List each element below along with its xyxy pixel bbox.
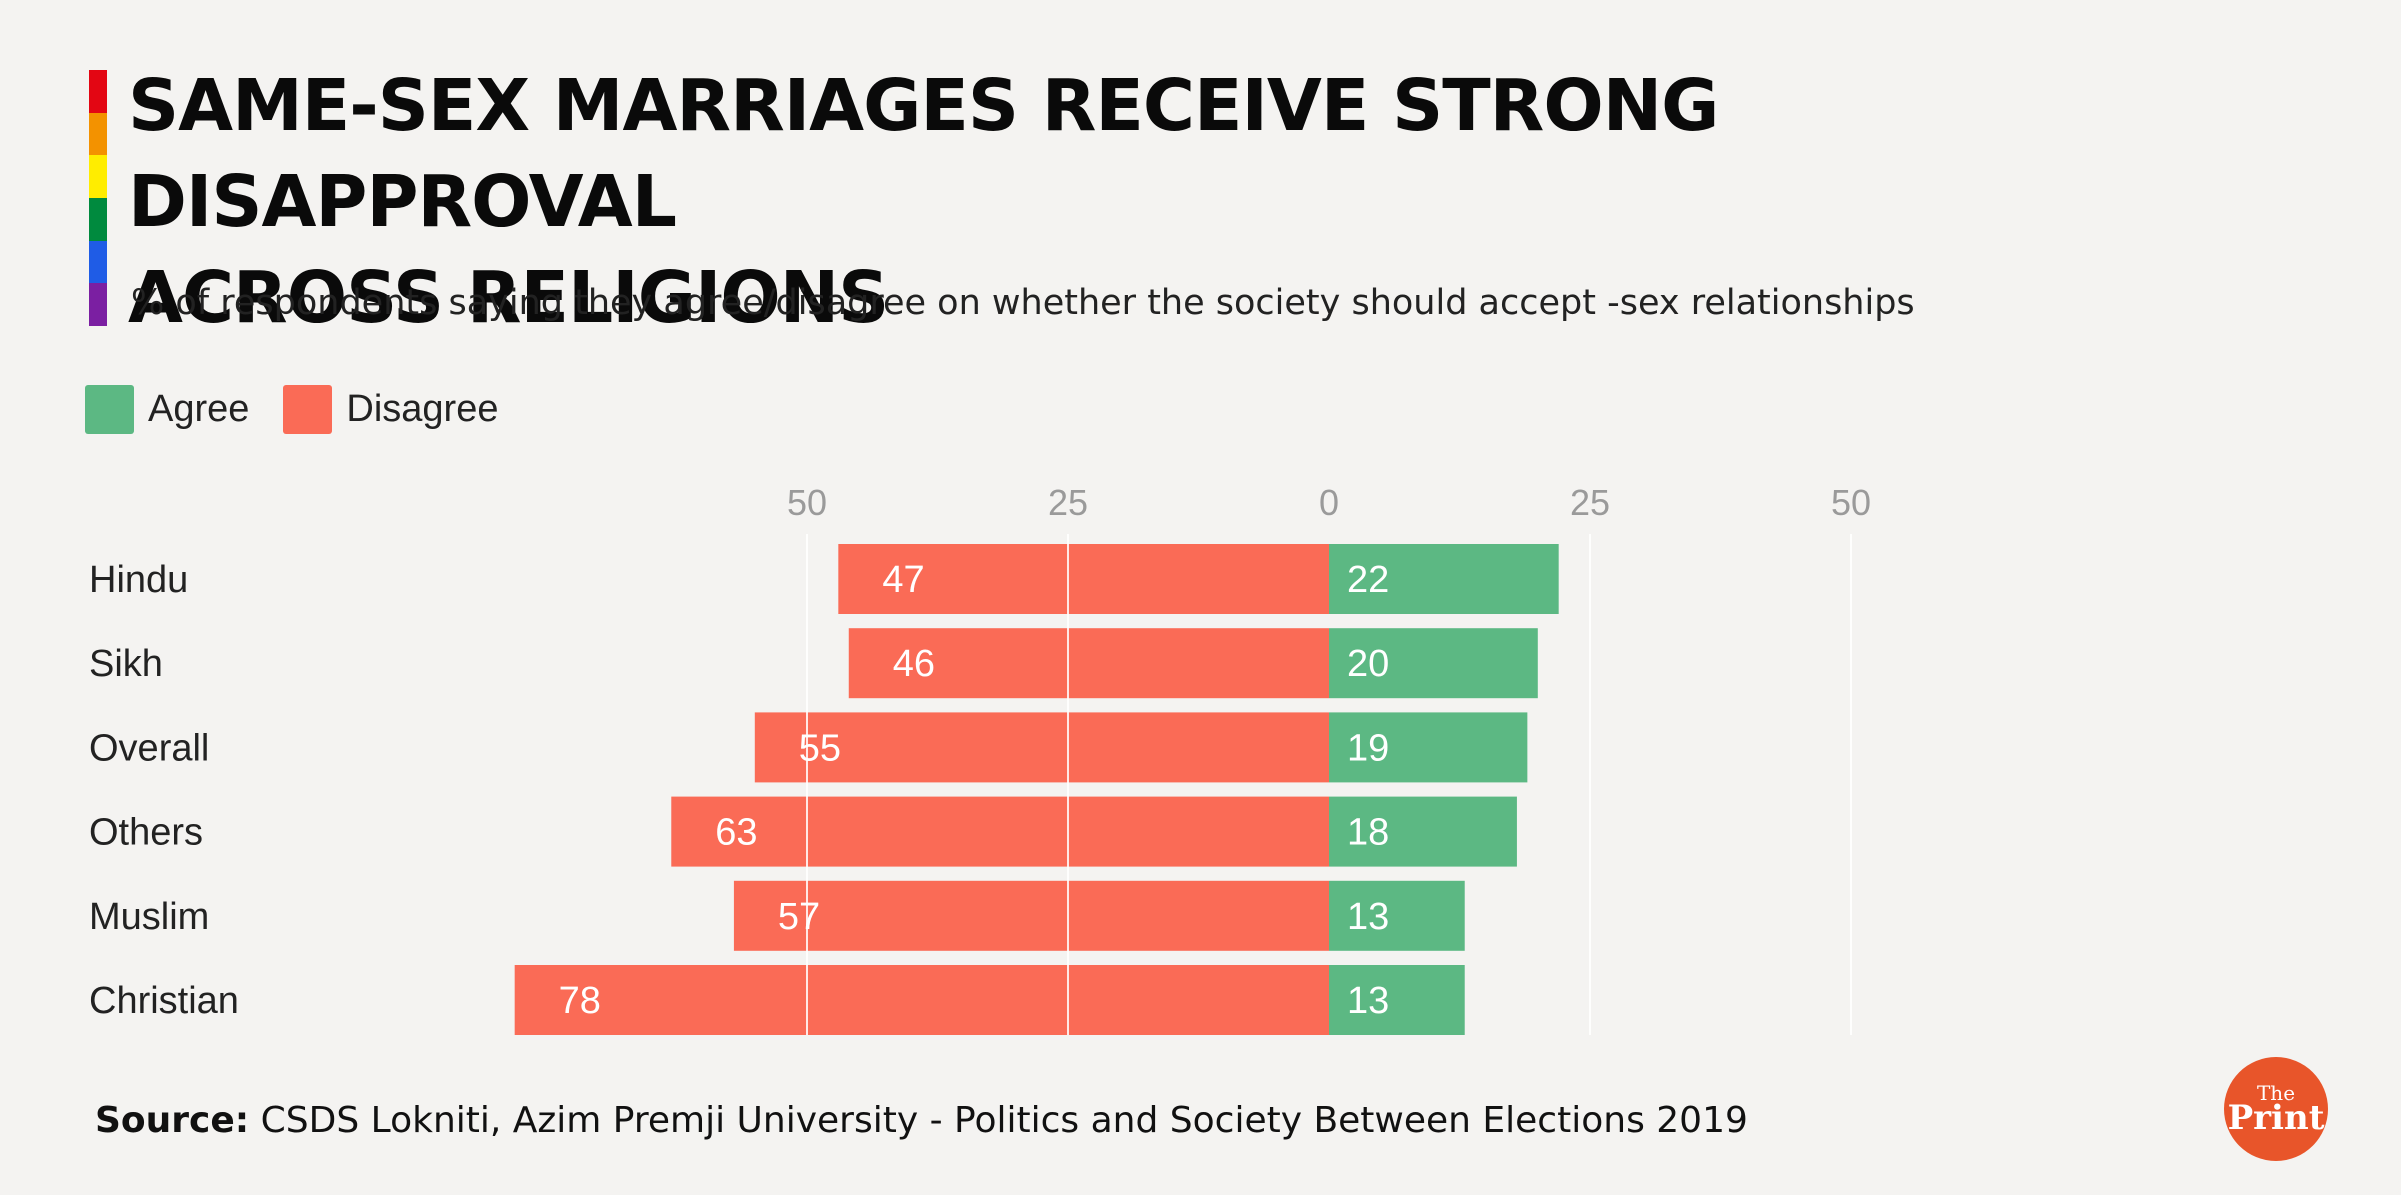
chart-title: SAME-SEX MARRIAGES RECEIVE STRONG DISAPP… [128, 64, 1719, 339]
bar-agree [1329, 965, 1465, 1035]
bar-agree [1329, 628, 1538, 699]
data-label-disagree: 57 [778, 896, 820, 938]
legend-swatch-agree [85, 385, 134, 434]
logo-the: The [2256, 1081, 2296, 1105]
bar-disagree [848, 628, 1329, 699]
logo-print: Print [2227, 1098, 2325, 1138]
chart-subtitle: % of respondents saying they agree/disag… [131, 283, 1915, 323]
legend-item-disagree: Disagree [283, 385, 498, 434]
rainbow-stripe [89, 70, 107, 327]
data-label-agree: 20 [1347, 643, 1389, 685]
category-label: Christian [89, 980, 239, 1022]
data-label-agree: 18 [1347, 812, 1389, 854]
data-label-agree: 22 [1347, 559, 1389, 601]
source-label: Source: [95, 1100, 250, 1141]
legend-label-disagree: Disagree [346, 388, 499, 430]
bar-agree [1329, 712, 1528, 783]
bar-disagree [514, 965, 1329, 1035]
data-label-agree: 13 [1347, 896, 1389, 938]
data-label-disagree: 47 [882, 559, 924, 601]
rainbow-band-0 [89, 70, 107, 113]
category-label: Others [89, 812, 203, 854]
bar-disagree [733, 880, 1329, 951]
category-label: Sikh [89, 643, 163, 685]
bar-disagree [754, 712, 1329, 783]
x-tick-label: 25 [1048, 482, 1088, 523]
rainbow-band-5 [89, 283, 107, 327]
rainbow-band-4 [89, 240, 107, 284]
x-tick-label: 0 [1319, 482, 1339, 523]
data-label-disagree: 46 [893, 643, 935, 685]
bar-disagree [838, 544, 1329, 614]
x-tick-label: 50 [787, 482, 827, 523]
source-text: CSDS Lokniti, Azim Premji University - P… [249, 1100, 1748, 1141]
rainbow-band-2 [89, 155, 107, 199]
x-tick-label: 50 [1831, 482, 1871, 523]
category-label: Muslim [89, 896, 209, 938]
legend: Agree Disagree [85, 385, 532, 434]
rainbow-band-3 [89, 198, 107, 241]
legend-label-agree: Agree [148, 388, 250, 430]
bar-disagree [671, 796, 1329, 867]
data-label-disagree: 55 [799, 727, 841, 769]
source-note: Source: CSDS Lokniti, Azim Premji Univer… [95, 1100, 1748, 1141]
theprint-logo: The Print [2224, 1057, 2328, 1161]
legend-swatch-disagree [283, 385, 333, 434]
data-label-disagree: 78 [559, 980, 601, 1022]
bar-agree [1329, 880, 1465, 951]
category-label: Hindu [89, 559, 188, 601]
data-label-agree: 19 [1347, 727, 1389, 769]
category-label: Overall [89, 727, 209, 769]
data-label-agree: 13 [1347, 980, 1389, 1022]
data-label-disagree: 63 [715, 812, 757, 854]
x-tick-label: 25 [1570, 482, 1610, 523]
bar-agree [1329, 796, 1517, 867]
legend-item-agree: Agree [85, 385, 249, 434]
rainbow-band-1 [89, 112, 107, 156]
bar-agree [1329, 544, 1559, 614]
